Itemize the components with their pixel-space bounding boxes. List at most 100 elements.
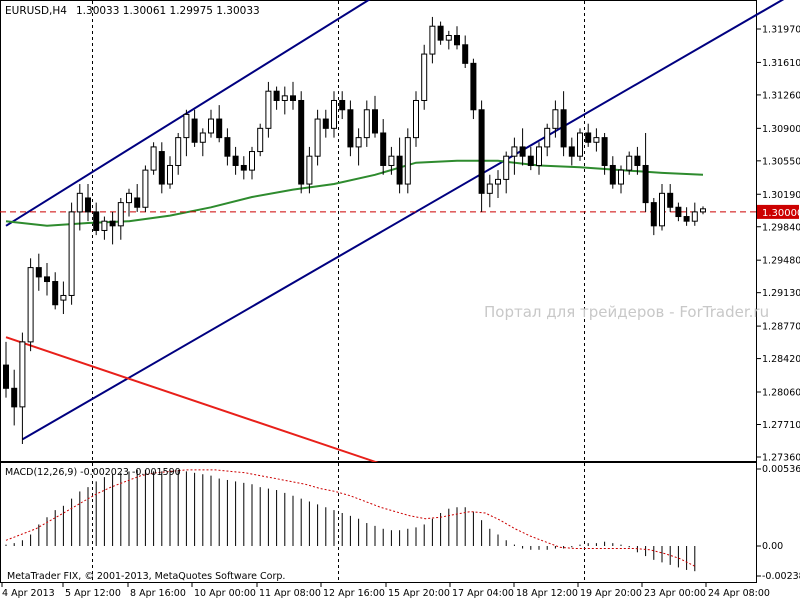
- candle-body: [191, 118, 198, 143]
- macd-tick-bottom: -0.002382: [762, 571, 800, 582]
- candle-body: [642, 164, 649, 204]
- period-separators: [92, 1, 585, 461]
- candle-body: [117, 202, 124, 227]
- time-tick-label: 5 Apr 12:00: [65, 588, 121, 599]
- candle-body: [27, 267, 34, 343]
- candle-body: [331, 99, 337, 129]
- candle-body: [68, 211, 75, 296]
- price-tick-label: 1.28060: [762, 388, 800, 399]
- price-tick-label: 1.27710: [762, 420, 800, 431]
- candle-body: [618, 169, 624, 185]
- ohlc-readout: 1.30033 1.30061 1.29975 1.30033: [76, 5, 260, 17]
- macd-histogram: [5, 469, 696, 572]
- candle-body: [224, 137, 231, 157]
- candle-body: [650, 202, 657, 227]
- candle-body: [511, 146, 518, 157]
- candle-body: [249, 151, 255, 171]
- macd-signal-line: [5, 469, 696, 567]
- candle-body: [429, 25, 436, 55]
- time-tick-label: 17 Apr 04:00: [452, 588, 514, 599]
- candle-body: [93, 211, 100, 231]
- candle-body: [478, 109, 485, 194]
- candle-body: [126, 192, 132, 204]
- candle-body: [183, 113, 190, 139]
- candle-body: [413, 99, 419, 139]
- time-tick-label: 19 Apr 20:00: [580, 588, 642, 599]
- candle-body: [609, 164, 616, 185]
- time-tick-label: 18 Apr 12:00: [516, 588, 578, 599]
- candle-body: [363, 109, 370, 139]
- candle-body: [593, 137, 600, 143]
- price-tick-label: 1.27360: [762, 453, 800, 464]
- time-tick-label: 24 Apr 08:00: [708, 588, 770, 599]
- macd-label: MACD(12,26,9) -0.002023 -0.001590: [5, 467, 181, 478]
- candle-body: [52, 281, 59, 306]
- candle-body: [167, 164, 173, 185]
- current-price-label: 1.30000: [762, 208, 800, 219]
- time-tick-label: 4 Apr 2013: [2, 588, 55, 599]
- candle-body: [495, 178, 501, 185]
- candle-body: [257, 127, 264, 153]
- candle-body: [683, 216, 690, 222]
- candle-body: [306, 155, 313, 185]
- candle-body: [265, 90, 272, 129]
- price-axis: 1.31970 1.31610 1.31260 1.30900 1.30550 1.301…: [757, 25, 800, 464]
- macd-tick-zero: 0.00: [762, 541, 783, 552]
- candle-body: [208, 118, 214, 134]
- price-tick-label: 1.30900: [762, 124, 800, 135]
- candle-body: [421, 53, 428, 101]
- candle-body: [134, 197, 141, 208]
- trend-line[interactable]: [5, 336, 433, 483]
- candle-body: [536, 146, 542, 166]
- candle-body: [290, 95, 296, 101]
- time-tick-label: 10 Apr 00:00: [194, 588, 256, 599]
- candle-body: [454, 34, 460, 46]
- candle-body: [199, 132, 206, 143]
- candle-body: [691, 211, 698, 222]
- candle-body: [577, 132, 583, 157]
- candle-body: [568, 146, 575, 157]
- candle-body: [3, 364, 9, 389]
- candle-body: [634, 155, 641, 166]
- candle-body: [85, 197, 91, 213]
- price-tick-label: 1.29480: [762, 256, 800, 267]
- current-price-box: [757, 204, 799, 219]
- candle-body: [11, 387, 18, 408]
- candle-body: [298, 99, 305, 185]
- candle-body: [527, 155, 534, 166]
- candlesticks: [3, 16, 706, 445]
- candle-body: [158, 151, 165, 185]
- candle-body: [470, 62, 477, 111]
- copyright-text: MetaTrader FIX, © 2001-2013, MetaQuotes …: [7, 571, 285, 582]
- candle-body: [372, 109, 378, 134]
- candle-body: [659, 192, 665, 227]
- price-panel[interactable]: [0, 0, 757, 462]
- time-tick-label: 8 Apr 16:00: [130, 588, 186, 599]
- trend-line[interactable]: [21, 0, 785, 441]
- candle-body: [396, 155, 403, 185]
- candle-body: [503, 155, 510, 180]
- candle-body: [626, 155, 633, 171]
- trend-lines[interactable]: [5, 0, 785, 483]
- price-tick-label: 1.30190: [762, 190, 800, 201]
- candle-body: [700, 208, 706, 213]
- price-tick-label: 1.28770: [762, 322, 800, 333]
- candle-body: [347, 109, 354, 148]
- candle-body: [35, 267, 42, 278]
- candle-body: [560, 109, 567, 148]
- trend-line[interactable]: [5, 0, 416, 227]
- candle-body: [101, 220, 108, 231]
- candle-body: [675, 206, 682, 218]
- candle-body: [519, 146, 526, 157]
- candle-body: [175, 137, 182, 166]
- macd-panel[interactable]: [0, 462, 757, 583]
- macd-axis: 0.005365 0.00 -0.002382: [757, 464, 800, 582]
- candle-body: [388, 155, 395, 166]
- time-tick-label: 15 Apr 20:00: [388, 588, 450, 599]
- price-tick-label: 1.28420: [762, 354, 800, 365]
- price-tick-label: 1.31610: [762, 58, 800, 69]
- time-axis: 4 Apr 2013 5 Apr 12:00 8 Apr 16:00 10 Apr 0…: [1, 583, 770, 599]
- candle-body: [355, 137, 362, 148]
